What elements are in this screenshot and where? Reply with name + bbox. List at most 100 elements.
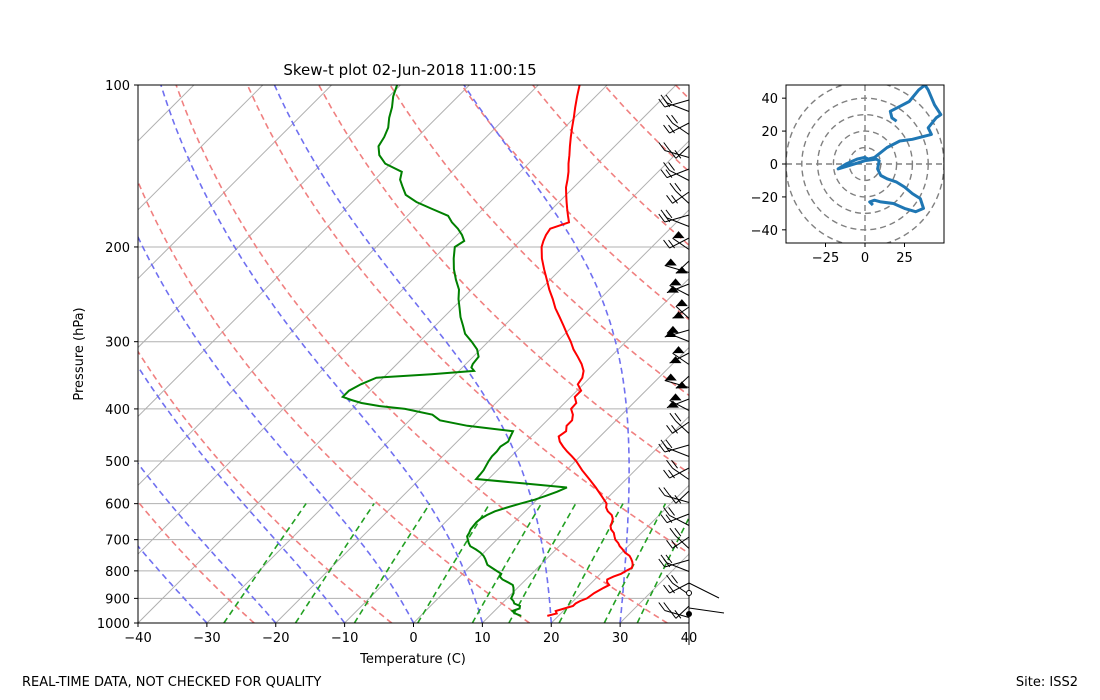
isotherm-line bbox=[138, 85, 539, 487]
wind-barb-feather bbox=[666, 540, 673, 549]
isotherm-line bbox=[413, 346, 689, 623]
wind-barb-feather bbox=[669, 182, 677, 192]
isotherm-line bbox=[138, 85, 470, 418]
hodograph-rings bbox=[786, 85, 944, 243]
wind-barb-feather bbox=[660, 439, 668, 449]
wind-barb-flag bbox=[669, 393, 682, 401]
wind-barb-shaft bbox=[672, 122, 690, 135]
calm-wind-circle bbox=[686, 611, 692, 617]
hodograph-y-tick-label: 40 bbox=[761, 92, 778, 107]
x-tick-label: 0 bbox=[409, 631, 417, 646]
wind-barb-feather bbox=[663, 469, 670, 479]
wind-barb-feather bbox=[665, 554, 673, 564]
moist-adiabat-line bbox=[138, 462, 277, 623]
wind-barb-feather bbox=[668, 239, 675, 249]
hodograph-trace bbox=[836, 85, 943, 214]
wind-barb-feather bbox=[663, 602, 671, 611]
wind-barb-feather bbox=[668, 507, 675, 516]
wind-barb-feather bbox=[660, 169, 668, 178]
skewt-plot-frame bbox=[137, 84, 690, 624]
moist-adiabat-line bbox=[138, 365, 346, 623]
wind-barb-feather bbox=[665, 169, 673, 178]
skewt-axes: −40 −30 −20 −10 0 10 20 30 401002003004005006007… bbox=[97, 79, 697, 646]
wind-barb-feather bbox=[658, 487, 666, 496]
x-tick-label: 10 bbox=[474, 631, 491, 646]
wind-barb-feather bbox=[665, 94, 673, 104]
wind-barb-feather bbox=[658, 602, 666, 611]
mixing-ratio-line bbox=[223, 503, 307, 623]
wind-barb-feather bbox=[660, 554, 668, 564]
wind-barb-feather bbox=[658, 213, 666, 223]
wind-barb-feather bbox=[663, 507, 670, 516]
y-tick-label: 500 bbox=[105, 455, 130, 470]
y-tick-label: 600 bbox=[105, 498, 130, 513]
wind-barb-feather bbox=[668, 124, 675, 134]
wind-barb-flag bbox=[664, 258, 677, 266]
isotherm-line bbox=[138, 85, 332, 280]
wind-barb-shaft bbox=[675, 535, 690, 549]
wind-barb-flag bbox=[669, 356, 682, 364]
isotherm-line bbox=[206, 140, 689, 623]
wind-barb-feather bbox=[669, 495, 677, 504]
wind-barb-feather bbox=[660, 94, 668, 104]
wind-barb-feather bbox=[663, 487, 671, 496]
wind-barb-shaft bbox=[688, 582, 720, 599]
x-tick-label: 20 bbox=[543, 631, 560, 646]
wind-barb-feather bbox=[665, 439, 673, 449]
mixing-ratio-line bbox=[636, 516, 689, 623]
wind-barb-shaft bbox=[675, 490, 690, 504]
temperature-profile bbox=[540, 85, 634, 617]
moist-adiabat-line bbox=[688, 618, 689, 623]
mixing-ratio-line bbox=[471, 503, 542, 623]
wind-barb-feather bbox=[668, 469, 675, 479]
isotherm-line bbox=[482, 415, 689, 623]
dry-adiabat-line bbox=[460, 85, 689, 321]
wind-barb-feather bbox=[669, 610, 677, 619]
wind-barb-flag bbox=[672, 346, 685, 354]
wind-barb-shaft bbox=[688, 607, 725, 614]
wind-barb-shaft bbox=[672, 467, 690, 480]
hodograph-line bbox=[836, 85, 943, 214]
wind-barb-shaft bbox=[672, 536, 690, 549]
wind-barb-shaft bbox=[669, 169, 690, 181]
wind-barb-shaft bbox=[675, 145, 690, 159]
isotherm-line bbox=[138, 85, 264, 211]
wind-barb-feather bbox=[658, 443, 666, 453]
wind-barb-shaft bbox=[664, 380, 690, 388]
y-tick-label: 100 bbox=[105, 79, 130, 94]
wind-barb-feather bbox=[671, 540, 678, 549]
wind-barb-feather bbox=[671, 195, 678, 204]
x-tick-label: −30 bbox=[193, 631, 220, 646]
wind-barb-feather bbox=[671, 574, 678, 584]
wind-barb-flag bbox=[672, 311, 685, 319]
isotherm-line bbox=[138, 85, 677, 623]
wind-barb-flag bbox=[675, 381, 688, 389]
mixing-ratio-line bbox=[294, 503, 375, 623]
wind-barb-flag bbox=[666, 325, 679, 333]
wind-barb-feather bbox=[669, 150, 677, 159]
wind-barb-shaft bbox=[672, 352, 690, 365]
isotherm-line bbox=[138, 85, 401, 349]
moist-adiabat-line bbox=[138, 544, 208, 623]
wind-barb-flag bbox=[666, 285, 679, 293]
wind-barb-feather bbox=[665, 209, 673, 219]
hodograph-y-tick-label: 20 bbox=[761, 125, 778, 140]
wind-barb-shaft bbox=[664, 265, 690, 273]
wind-barb-feather bbox=[674, 412, 682, 422]
wind-barb-feather bbox=[666, 425, 673, 434]
hodograph-y-tick-label: 0 bbox=[770, 158, 778, 173]
skewt-profiles bbox=[340, 85, 634, 617]
wind-barb-feather bbox=[669, 527, 677, 537]
wind-barb-feather bbox=[663, 239, 670, 249]
wind-barb-shaft bbox=[672, 191, 690, 204]
moist-adiabat-line bbox=[138, 235, 415, 623]
y-tick-label: 800 bbox=[105, 565, 130, 580]
wind-barb-feather bbox=[674, 182, 682, 192]
wind-barb-shaft bbox=[672, 237, 690, 250]
wind-barb-feather bbox=[660, 209, 668, 219]
isotherm-line bbox=[688, 622, 689, 623]
y-tick-label: 900 bbox=[105, 592, 130, 607]
isotherm-line bbox=[138, 85, 608, 555]
wind-barb-feather bbox=[668, 584, 675, 594]
